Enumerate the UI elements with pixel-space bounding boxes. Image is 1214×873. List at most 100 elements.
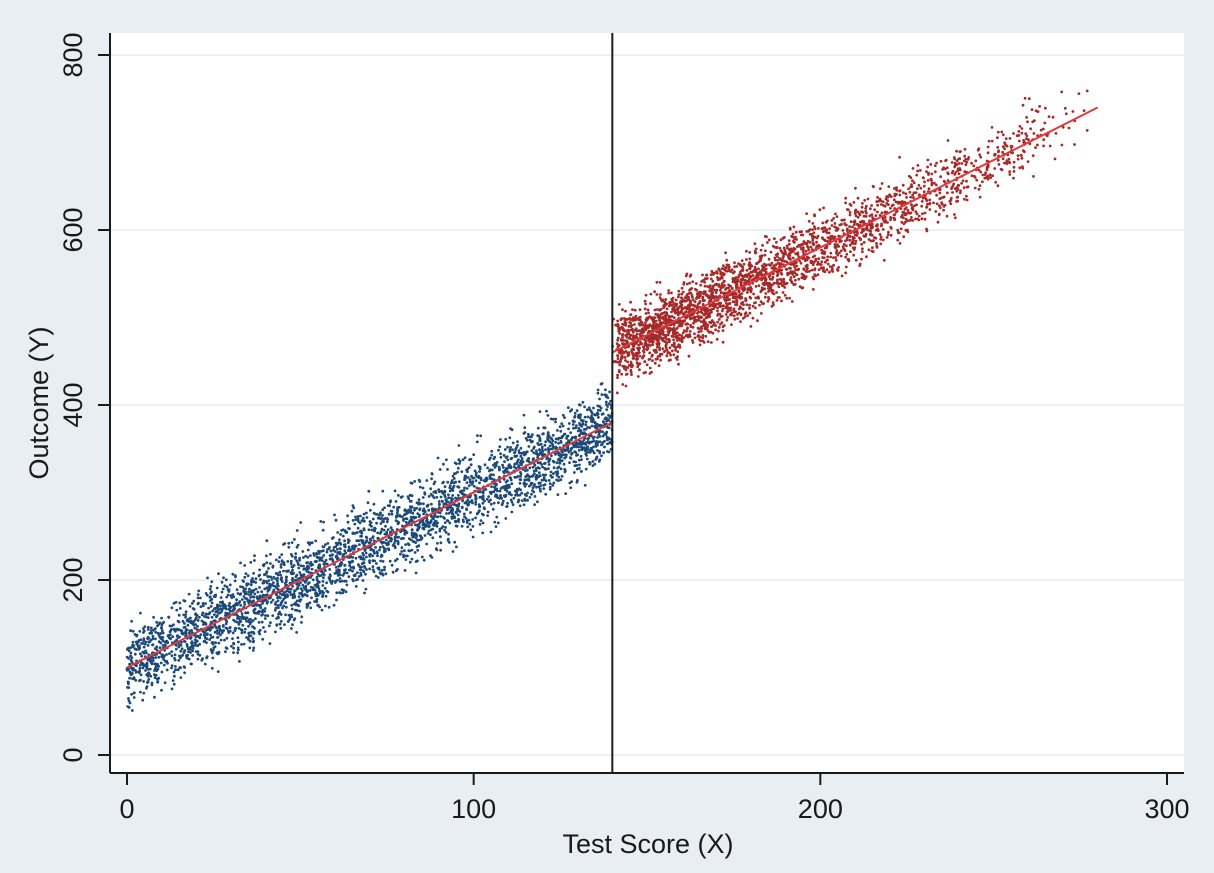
data-point — [250, 584, 253, 587]
data-point — [463, 513, 466, 516]
data-point — [584, 416, 587, 419]
data-point — [149, 668, 152, 671]
data-point — [558, 462, 561, 465]
data-point — [183, 666, 186, 669]
data-point — [457, 467, 460, 470]
data-point — [435, 496, 438, 499]
data-point — [468, 484, 471, 487]
data-point — [892, 204, 895, 207]
data-point — [882, 228, 885, 231]
data-point — [441, 500, 444, 503]
data-point — [1003, 162, 1006, 165]
data-point — [486, 467, 489, 470]
data-point — [385, 539, 388, 542]
data-point — [217, 626, 220, 629]
data-point — [773, 237, 776, 240]
data-point — [471, 480, 474, 483]
data-point — [777, 285, 780, 288]
data-point — [963, 186, 966, 189]
data-point — [223, 639, 226, 642]
data-point — [304, 588, 307, 591]
data-point — [211, 602, 214, 605]
data-point — [415, 572, 418, 575]
data-point — [564, 471, 567, 474]
data-point — [280, 620, 283, 623]
data-point — [811, 269, 814, 272]
data-point — [252, 599, 255, 602]
data-point — [748, 261, 751, 264]
data-point — [386, 517, 389, 520]
data-point — [699, 344, 702, 347]
data-point — [258, 621, 261, 624]
data-point — [570, 447, 573, 450]
data-point — [753, 302, 756, 305]
data-point — [418, 508, 421, 511]
data-point — [871, 246, 874, 249]
data-point — [373, 552, 376, 555]
data-point — [322, 549, 325, 552]
data-point — [203, 640, 206, 643]
data-point — [203, 633, 206, 636]
data-point — [473, 485, 476, 488]
data-point — [397, 494, 400, 497]
data-point — [130, 652, 133, 655]
data-point — [252, 580, 255, 583]
data-point — [903, 222, 906, 225]
data-point — [258, 575, 261, 578]
data-point — [775, 291, 778, 294]
data-point — [586, 426, 589, 429]
data-point — [607, 419, 610, 422]
data-point — [953, 213, 956, 216]
data-point — [917, 164, 920, 167]
data-point — [783, 286, 786, 289]
data-point — [767, 300, 770, 303]
data-point — [991, 174, 994, 177]
data-point — [561, 436, 564, 439]
data-point — [276, 604, 279, 607]
data-point — [895, 189, 898, 192]
data-point — [488, 500, 491, 503]
data-point — [258, 569, 261, 572]
data-point — [252, 637, 255, 640]
data-point — [754, 307, 757, 310]
data-point — [667, 292, 670, 295]
data-point — [664, 301, 667, 304]
data-point — [404, 543, 407, 546]
data-point — [463, 489, 466, 492]
data-point — [181, 647, 184, 650]
data-point — [916, 170, 919, 173]
data-point — [549, 486, 552, 489]
data-point — [977, 149, 980, 152]
data-point — [131, 644, 134, 647]
data-point — [996, 136, 999, 139]
data-point — [218, 629, 221, 632]
data-point — [466, 487, 469, 490]
data-point — [363, 520, 366, 523]
data-point — [464, 475, 467, 478]
data-point — [270, 601, 273, 604]
data-point — [574, 461, 577, 464]
data-point — [576, 453, 579, 456]
data-point — [589, 417, 592, 420]
data-point — [647, 309, 650, 312]
data-point — [716, 310, 719, 313]
data-point — [167, 635, 170, 638]
data-point — [984, 171, 987, 174]
data-point — [287, 620, 290, 623]
data-point — [156, 681, 159, 684]
data-point — [540, 443, 543, 446]
data-point — [601, 441, 604, 444]
data-point — [517, 458, 520, 461]
data-point — [697, 331, 700, 334]
data-point — [564, 433, 567, 436]
data-point — [365, 512, 368, 515]
data-point — [354, 516, 357, 519]
data-point — [282, 562, 285, 565]
data-point — [174, 659, 177, 662]
data-point — [375, 562, 378, 565]
data-point — [130, 674, 133, 677]
data-point — [510, 494, 513, 497]
data-point — [657, 355, 660, 358]
data-point — [937, 221, 940, 224]
data-point — [175, 609, 178, 612]
